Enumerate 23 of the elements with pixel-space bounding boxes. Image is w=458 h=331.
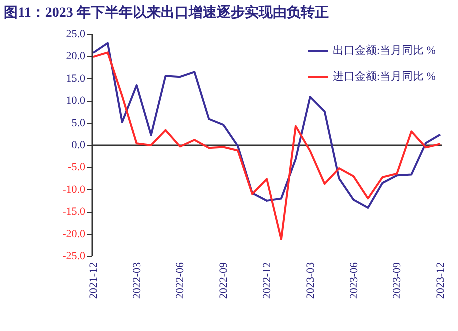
y-tick-label: 25.0 bbox=[66, 28, 86, 40]
y-tick-label: 0.0 bbox=[72, 140, 86, 152]
x-tick-label: 2022-06 bbox=[174, 262, 187, 300]
x-tick-label: 2022-03 bbox=[131, 262, 144, 300]
x-tick-label: 2023-03 bbox=[304, 262, 317, 300]
x-tick-label: 2023-12 bbox=[435, 262, 448, 300]
y-tick-label: 5.0 bbox=[72, 117, 86, 130]
y-tick-label: -25.0 bbox=[62, 250, 86, 262]
legend-label: 出口金额:当月同比 % bbox=[333, 44, 436, 57]
x-tick-label: 2021-12 bbox=[88, 262, 100, 300]
y-tick-label: -5.0 bbox=[68, 162, 86, 174]
y-tick-label: -10.0 bbox=[62, 184, 86, 196]
legend-label: 进口金额:当月同比 % bbox=[333, 70, 436, 83]
y-tick-label: -15.0 bbox=[62, 206, 86, 218]
chart-title: 图11：2023 年下半年以来出口增速逐步实现由负转正 bbox=[4, 4, 329, 21]
x-tick-label: 2023-06 bbox=[348, 262, 360, 300]
y-tick-label: 20.0 bbox=[66, 50, 86, 63]
x-tick-label: 2022-09 bbox=[218, 262, 230, 300]
y-tick-label: 15.0 bbox=[66, 72, 86, 85]
y-tick-label: -20.0 bbox=[62, 228, 86, 240]
x-tick-label: 2022-12 bbox=[262, 262, 274, 300]
x-tick-label: 2023-09 bbox=[392, 262, 404, 300]
y-tick-label: 10.0 bbox=[66, 95, 86, 108]
